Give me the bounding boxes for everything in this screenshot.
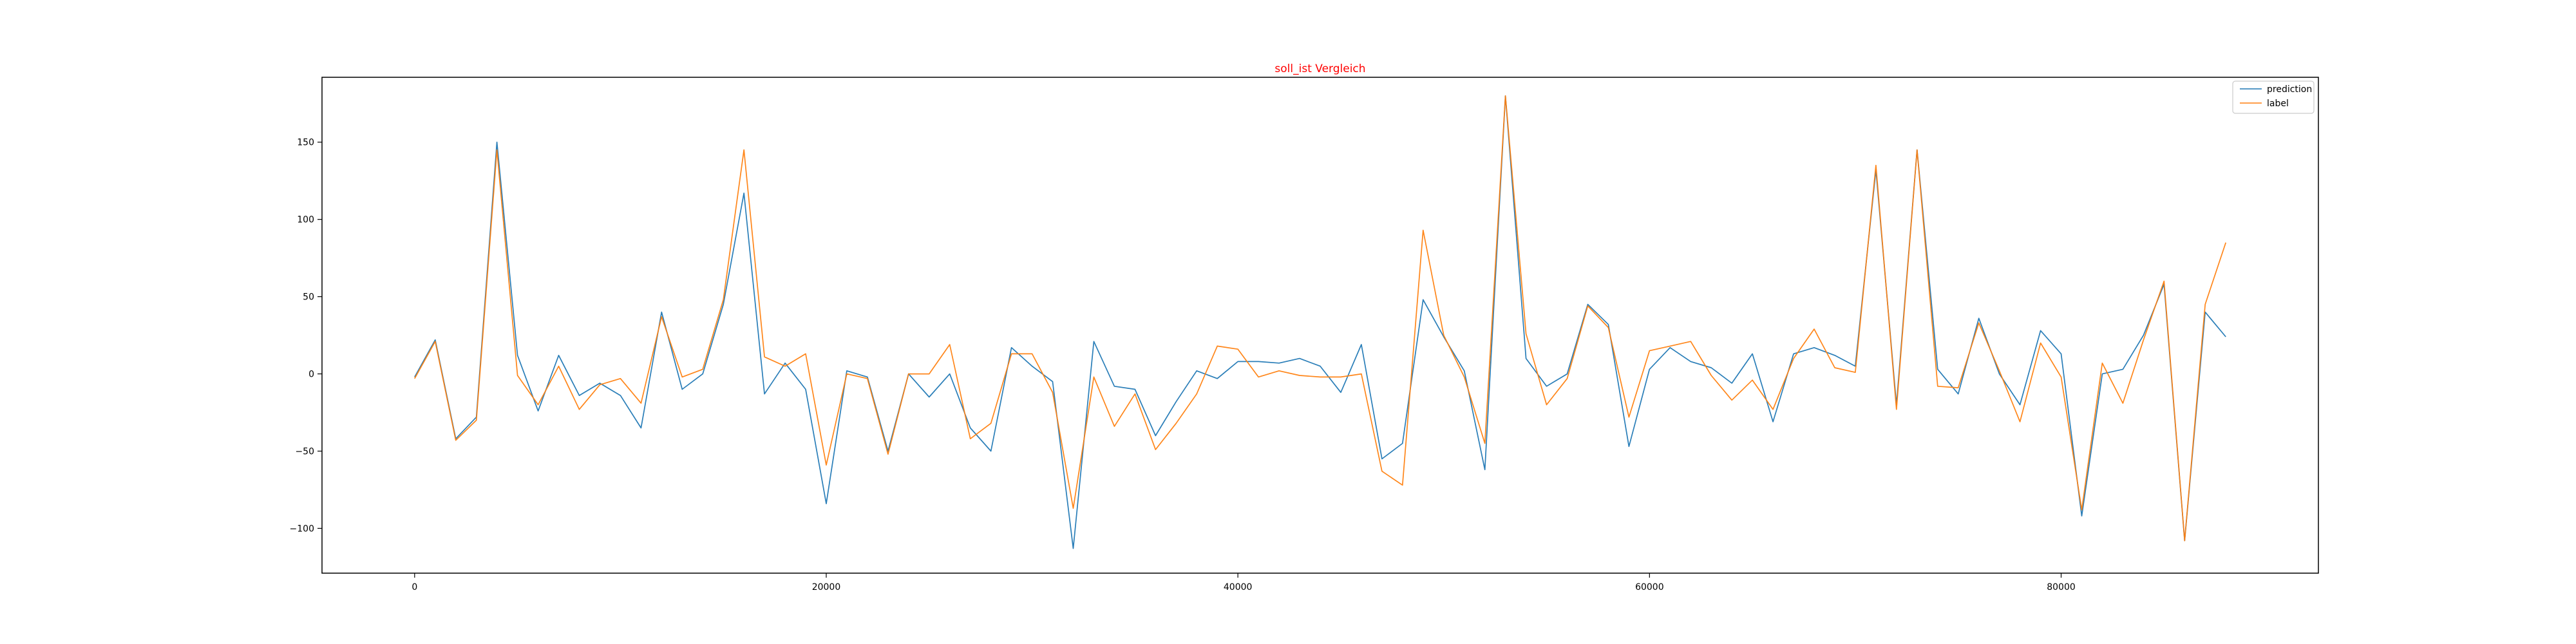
series-line-label bbox=[414, 95, 2227, 542]
x-tick-label: 80000 bbox=[2047, 582, 2076, 592]
x-tick-label: 0 bbox=[412, 582, 417, 592]
plot-frame bbox=[321, 77, 2319, 574]
x-tick-label: 60000 bbox=[1635, 582, 1664, 592]
series-layer bbox=[414, 95, 2227, 549]
x-axis-ticks: 0 20000 40000 60000 80000 bbox=[412, 573, 2076, 592]
y-tick-label: −50 bbox=[295, 446, 314, 457]
y-tick-label: 50 bbox=[303, 292, 314, 303]
y-tick-label: −100 bbox=[290, 524, 314, 534]
y-tick-label: 0 bbox=[308, 370, 314, 380]
legend-label-prediction: prediction bbox=[2267, 84, 2312, 95]
y-axis-ticks: −100 −50 0 50 100 150 bbox=[290, 138, 322, 534]
chart-title: soll_ist Vergleich bbox=[1274, 62, 1365, 75]
x-tick-label: 40000 bbox=[1224, 582, 1253, 592]
y-tick-label: 100 bbox=[297, 215, 314, 225]
legend: prediction label bbox=[2232, 80, 2315, 114]
legend-label-label: label bbox=[2267, 99, 2289, 109]
y-tick-label: 150 bbox=[297, 138, 314, 148]
x-tick-label: 20000 bbox=[812, 582, 841, 592]
